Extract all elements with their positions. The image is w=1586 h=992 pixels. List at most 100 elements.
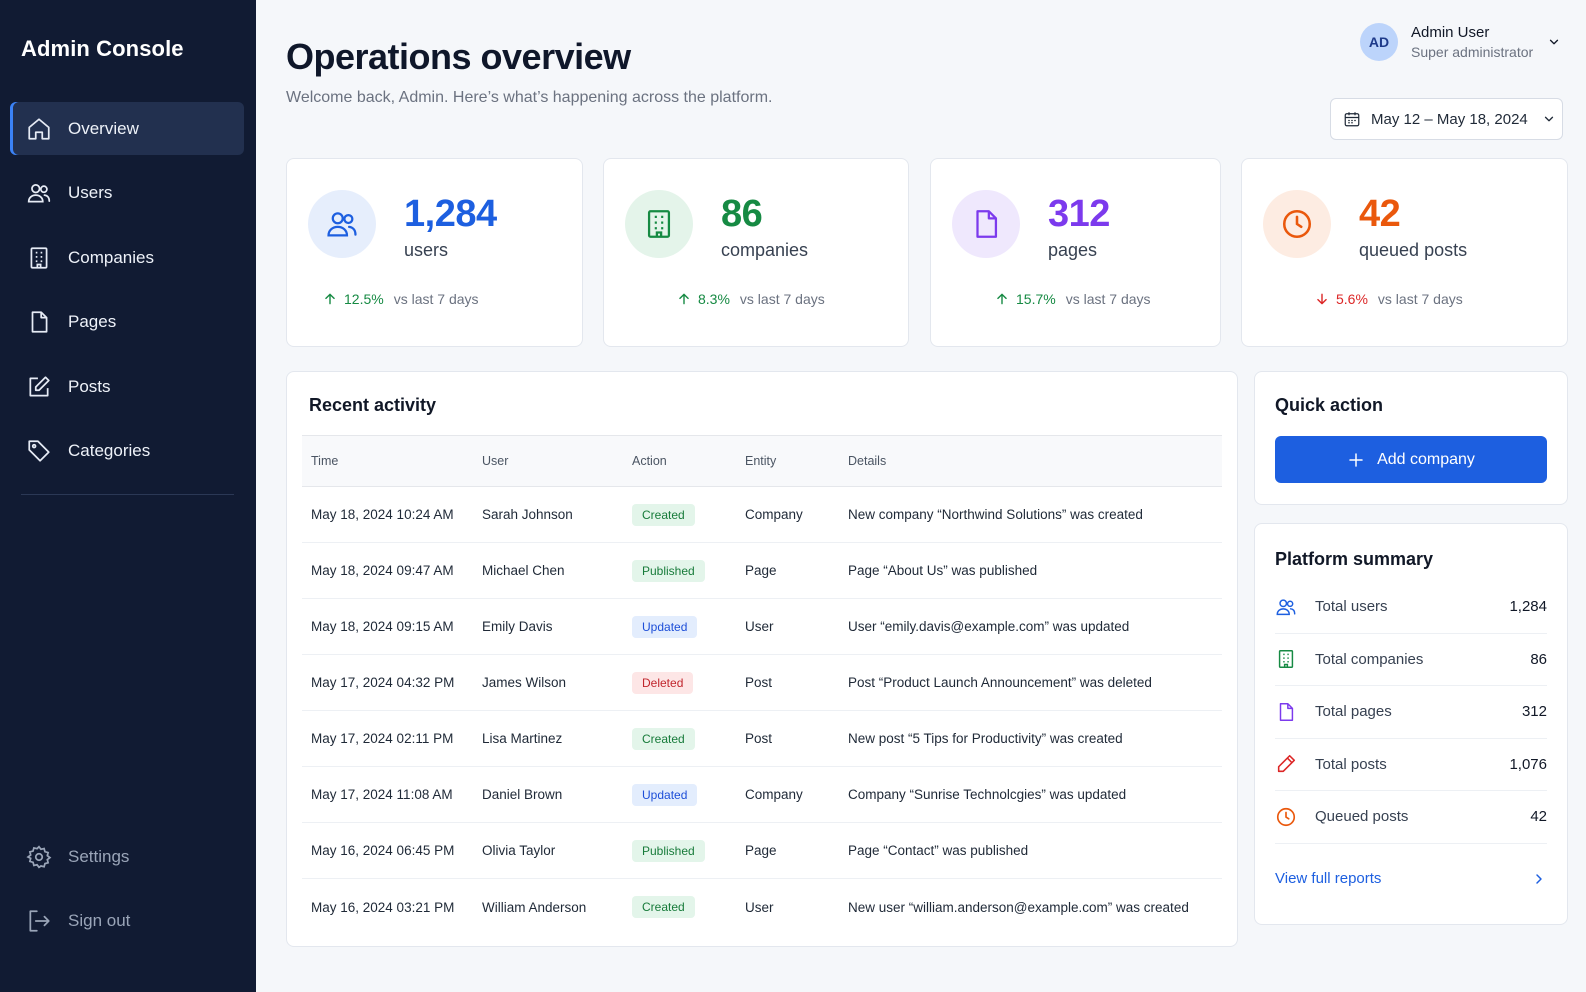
summary-label: Total pages <box>1315 703 1392 721</box>
recent-activity-card: Recent activity Time User Action Entity … <box>286 371 1238 947</box>
table-row[interactable]: May 17, 2024 11:08 AM Daniel Brown Updated… <box>302 767 1222 823</box>
home-icon <box>28 117 50 140</box>
action-badge: Updated <box>632 615 698 638</box>
table-body: May 18, 2024 10:24 AM Sarah Johnson Create… <box>302 487 1222 935</box>
cell-time: May 16, 2024 03:21 PM <box>311 899 455 915</box>
cell-time: May 17, 2024 11:08 AM <box>311 787 453 802</box>
view-full-reports-link[interactable]: View full reports <box>1275 870 1547 887</box>
view-reports-label: View full reports <box>1275 870 1382 887</box>
summary-row-posts: Total posts 1,076 <box>1275 739 1547 791</box>
cell-action: Published <box>632 839 745 862</box>
sidebar-item-settings[interactable]: Settings <box>10 830 244 883</box>
add-company-button[interactable]: Add company <box>1275 436 1547 483</box>
cell-details: Company “Sunrise Technolcgies” was updat… <box>848 787 1127 802</box>
summary-value: 86 <box>1530 650 1547 668</box>
sidebar-item-label: Sign out <box>68 911 131 930</box>
sidebar-item-posts[interactable]: Posts <box>10 360 244 413</box>
cell-action: Created <box>632 727 745 750</box>
summary-value: 42 <box>1530 808 1547 826</box>
cell-action: Published <box>632 559 745 582</box>
table-row[interactable]: May 16, 2024 03:21 PM William Anderson Cre… <box>302 879 1222 935</box>
chevron-down-icon <box>1544 116 1553 122</box>
add-company-label: Add company <box>1377 450 1475 468</box>
action-badge: Published <box>632 839 705 862</box>
section-title: Recent activity <box>309 395 437 415</box>
gear-icon <box>26 844 52 868</box>
cell-details: Post “Product Launch Announcement” was d… <box>848 675 1152 690</box>
summary-row-companies: Total companies 86 <box>1275 634 1547 686</box>
users-icon <box>27 184 51 203</box>
stat-unit: pages <box>1048 240 1098 260</box>
table-row[interactable]: May 18, 2024 10:24 AM Sarah Johnson Create… <box>302 487 1222 543</box>
avatar: AD <box>1360 23 1398 61</box>
sidebar-item-categories[interactable]: Categories <box>10 425 244 478</box>
sidebar: Admin Console Overview Users Companies P… <box>0 0 256 992</box>
column-header: Action <box>632 454 667 468</box>
cell-details: New user “william.anderson@example.com” … <box>848 899 1189 915</box>
date-range-label: May 12 – May 18, 2024 <box>1371 110 1528 128</box>
column-header: Time <box>311 454 339 468</box>
sidebar-divider <box>21 494 234 495</box>
arrow-up-icon <box>679 293 689 305</box>
action-badge: Updated <box>632 783 698 806</box>
stat-compare: vs last 7 days <box>1065 291 1151 307</box>
cell-entity: Page <box>745 563 777 578</box>
cell-user: William Anderson <box>482 899 587 915</box>
summary-value: 312 <box>1521 703 1547 721</box>
column-header: Details <box>848 454 887 468</box>
sidebar-item-companies[interactable]: Companies <box>10 231 244 284</box>
sidebar-item-users[interactable]: Users <box>10 167 244 220</box>
table-row[interactable]: May 18, 2024 09:47 AM Michael Chen Publish… <box>302 543 1222 599</box>
table-row[interactable]: May 18, 2024 09:15 AM Emily Davis Updated U… <box>302 599 1222 655</box>
cell-user: Sarah Johnson <box>482 507 573 522</box>
sidebar-item-sign-out[interactable]: Sign out <box>10 895 244 948</box>
sidebar-item-overview[interactable]: Overview <box>10 102 244 155</box>
cell-action: Created <box>632 896 745 918</box>
column-header: Entity <box>745 454 777 468</box>
cell-user: Lisa Martinez <box>482 731 563 746</box>
summary-label: Total companies <box>1315 650 1424 668</box>
users-icon <box>327 212 357 237</box>
stat-card-companies: 86 companies 8.3% vs last 7 days <box>603 158 909 347</box>
action-badge: Deleted <box>632 671 694 694</box>
pencil-icon <box>1277 755 1296 773</box>
calendar-icon <box>1344 112 1360 127</box>
logout-icon <box>29 910 50 932</box>
action-badge: Created <box>632 896 695 918</box>
cell-entity: User <box>745 899 774 915</box>
cell-action: Updated <box>632 615 745 638</box>
table-row[interactable]: May 17, 2024 02:11 PM Lisa Martinez Create… <box>302 711 1222 767</box>
date-range-picker[interactable]: May 12 – May 18, 2024 <box>1330 98 1563 140</box>
page-subtitle: Welcome back, Admin. Here’s what’s happe… <box>286 89 773 106</box>
platform-summary-card: Platform summary Total users 1,284 Total… <box>1254 523 1568 925</box>
user-name: Admin User <box>1411 24 1490 41</box>
sidebar-item-label: Users <box>68 183 113 202</box>
arrow-down-icon <box>1317 293 1327 305</box>
user-menu[interactable]: AD Admin User Super administrator <box>1360 23 1561 61</box>
user-info: Admin User Super administrator <box>1411 24 1533 60</box>
cell-details: New post “5 Tips for Productivity” was c… <box>848 731 1123 746</box>
stat-compare: vs last 7 days <box>1377 291 1463 307</box>
cell-action: Created <box>632 503 745 526</box>
file-icon <box>31 311 48 333</box>
action-badge: Created <box>632 727 695 750</box>
stat-change: 12.5% <box>344 291 384 307</box>
summary-label: Total posts <box>1315 755 1387 773</box>
stat-unit: users <box>404 240 449 260</box>
stat-change: 8.3% <box>698 291 730 307</box>
stat-trend: 8.3% vs last 7 days <box>677 291 825 307</box>
cell-user: Michael Chen <box>482 563 565 578</box>
cell-user: Olivia Taylor <box>482 843 556 858</box>
table-row[interactable]: May 17, 2024 04:32 PM James Wilson Deleted… <box>302 655 1222 711</box>
sidebar-item-label: Companies <box>68 247 154 267</box>
page-title: Operations overview <box>286 36 631 77</box>
cell-entity: Page <box>745 843 777 858</box>
sidebar-item-pages[interactable]: Pages <box>10 296 244 349</box>
app-title: Admin Console <box>21 36 184 61</box>
cell-user: James Wilson <box>482 675 567 690</box>
summary-label: Queued posts <box>1315 808 1409 826</box>
table-row[interactable]: May 16, 2024 06:45 PM Olivia Taylor Publis… <box>302 823 1222 879</box>
stat-icon-bg <box>952 190 1020 258</box>
summary-row-queued-posts: Queued posts 42 <box>1275 791 1547 844</box>
sidebar-bottom-nav: Settings Sign out <box>10 830 244 959</box>
